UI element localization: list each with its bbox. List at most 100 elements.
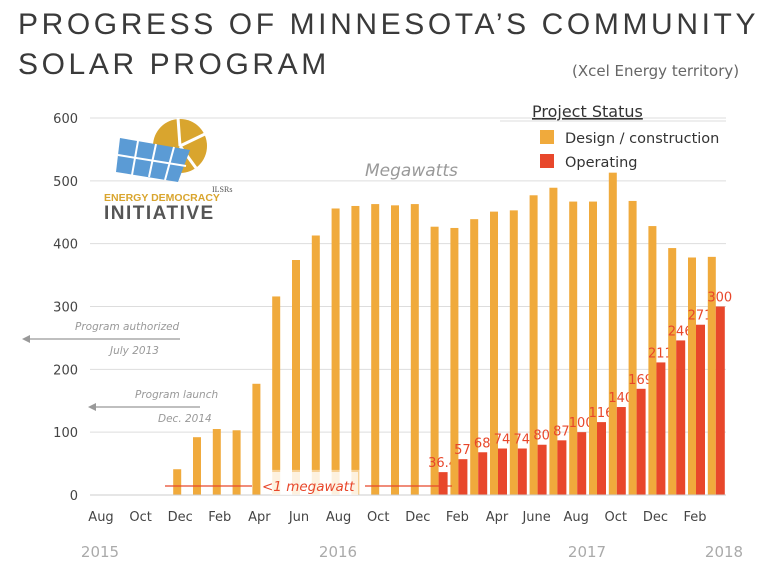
logo-text-line1: ENERGY DEMOCRACY: [104, 192, 220, 204]
x-tick-label: Feb: [208, 510, 231, 525]
bar-operating-2018-03: [715, 306, 725, 495]
bar-design-2017-09: [589, 201, 597, 495]
x-tick-label: Dec: [643, 510, 668, 525]
bar-design-2017-05: [509, 210, 518, 496]
year-label: 2016: [319, 543, 357, 561]
bar-operating-2017-10: [616, 407, 626, 495]
data-label-operating: 68: [474, 436, 491, 451]
annotation-under-one-megawatt: <1 megawatt: [165, 472, 452, 495]
x-tick-label: Jun: [288, 510, 309, 525]
bar-design-2016-04: [252, 383, 261, 495]
bar-design-2017-04: [490, 211, 498, 495]
y-tick-label: 600: [53, 112, 78, 127]
x-tick-label: Apr: [486, 510, 509, 525]
year-label: 2017: [568, 543, 606, 561]
bar-design-2015-12: [173, 469, 182, 495]
logo-text-line2: INITIATIVE: [104, 203, 215, 224]
annotation-authorized-text: Program authorized: [75, 321, 180, 333]
legend-title: Project Status: [532, 102, 643, 121]
legend-label-design: Design / construction: [565, 131, 719, 147]
bar-operating-2017-07: [557, 440, 567, 495]
x-tick-label: Apr: [248, 510, 271, 525]
bar-design-2016-11: [391, 205, 399, 496]
bar-design-2016-01: [193, 437, 201, 495]
bar-design-2016-03: [232, 430, 241, 495]
bar-design-2017-01: [430, 226, 439, 495]
bar-design-2017-08: [569, 201, 578, 495]
bar-operating-2018-01: [676, 340, 686, 495]
x-tick-label: Oct: [605, 510, 627, 525]
x-axis-ticks: Aug Oct Dec Feb Apr Jun Aug Oct Dec Feb Apr June Aug…: [88, 510, 706, 525]
bar-design-2018-02: [688, 257, 696, 495]
y-tick-label: 200: [53, 363, 78, 378]
chart-title-line2: SOLAR PROGRAM: [18, 48, 330, 81]
bar-operating-2017-01: [438, 472, 448, 495]
legend-label-operating: Operating: [565, 155, 638, 171]
data-label-operating: 169: [628, 373, 653, 388]
bar-operating-2017-11: [636, 388, 646, 495]
y-tick-label: 400: [53, 238, 78, 253]
data-label-operating: 36.4: [428, 456, 457, 471]
bar-design-2017-12: [648, 226, 657, 495]
logo-ilsr-text: ILSRs: [212, 185, 232, 194]
bar-design-2016-02: [212, 429, 221, 495]
bar-design-2016-10: [371, 204, 380, 495]
bar-operating-2017-06: [537, 444, 547, 495]
year-label: 2015: [81, 543, 119, 561]
data-label-operating: 74: [494, 433, 511, 448]
bar-design-2016-08: [331, 208, 340, 496]
annotation-under-one-text: <1 megawatt: [262, 479, 355, 495]
x-tick-label: June: [521, 510, 550, 525]
bar-design-2016-07: [311, 235, 320, 495]
bar-operating-2017-02: [458, 459, 468, 495]
bar-design-2016-09: [351, 205, 360, 495]
data-label-operating: 211: [648, 346, 673, 361]
annotation-launch-text: Program launch: [135, 389, 218, 401]
data-label-operating: 300: [707, 291, 732, 306]
legend-swatch-operating: [540, 154, 554, 168]
x-tick-label: Oct: [367, 510, 389, 525]
x-tick-label: Feb: [683, 510, 706, 525]
bar-design-2017-02: [450, 227, 459, 496]
year-labels: 2015 2016 2017 2018: [81, 543, 743, 561]
y-axis-ticks: 0 100 200 300 400 500 600: [53, 112, 78, 504]
bar-design-2016-12: [410, 204, 419, 495]
y-tick-label: 100: [53, 426, 78, 441]
annotation-authorized: Program authorized July 2013: [22, 321, 180, 357]
data-label-operating: 87: [553, 424, 570, 439]
bar-design-2017-03: [470, 219, 479, 495]
data-label-operating: 246: [668, 324, 693, 339]
bar-operating-2017-09: [597, 422, 606, 495]
data-label-operating: 271: [688, 309, 713, 324]
bar-design-2016-06: [292, 260, 300, 495]
y-axis-label: Megawatts: [365, 161, 458, 181]
annotation-authorized-date: July 2013: [108, 345, 159, 357]
bar-operating-2017-08: [577, 432, 587, 495]
bar-design-2018-01: [668, 248, 677, 495]
bar-design-2017-06: [529, 195, 538, 495]
bar-operating-2017-12: [656, 362, 666, 495]
year-label: 2018: [705, 543, 743, 561]
annotation-launch-date: Dec. 2014: [158, 413, 212, 425]
x-tick-label: Aug: [564, 510, 589, 525]
data-label-operating: 57: [454, 443, 471, 458]
y-tick-label: 500: [53, 175, 78, 190]
x-tick-label: Aug: [88, 510, 113, 525]
chart-title-line1: PROGRESS OF MINNESOTA’S COMMUNITY: [18, 8, 760, 41]
x-tick-label: Feb: [446, 510, 469, 525]
x-tick-label: Dec: [405, 510, 430, 525]
data-label-operating: 100: [569, 416, 594, 431]
bar-operating-2017-05: [517, 448, 527, 495]
y-tick-label: 300: [53, 301, 78, 316]
bar-operating-2018-02: [696, 324, 705, 495]
arrow-left-icon: [88, 403, 96, 411]
data-label-operating: 80: [533, 429, 550, 444]
energy-democracy-logo: ILSRs ENERGY DEMOCRACY INITIATIVE: [104, 117, 232, 224]
data-label-operating: 74: [514, 433, 531, 448]
bar-operating-2017-03: [478, 452, 488, 495]
bar-operating-2017-04: [498, 448, 507, 495]
bar-design-2018-03: [707, 256, 716, 495]
bar-design-2017-07: [549, 187, 558, 495]
